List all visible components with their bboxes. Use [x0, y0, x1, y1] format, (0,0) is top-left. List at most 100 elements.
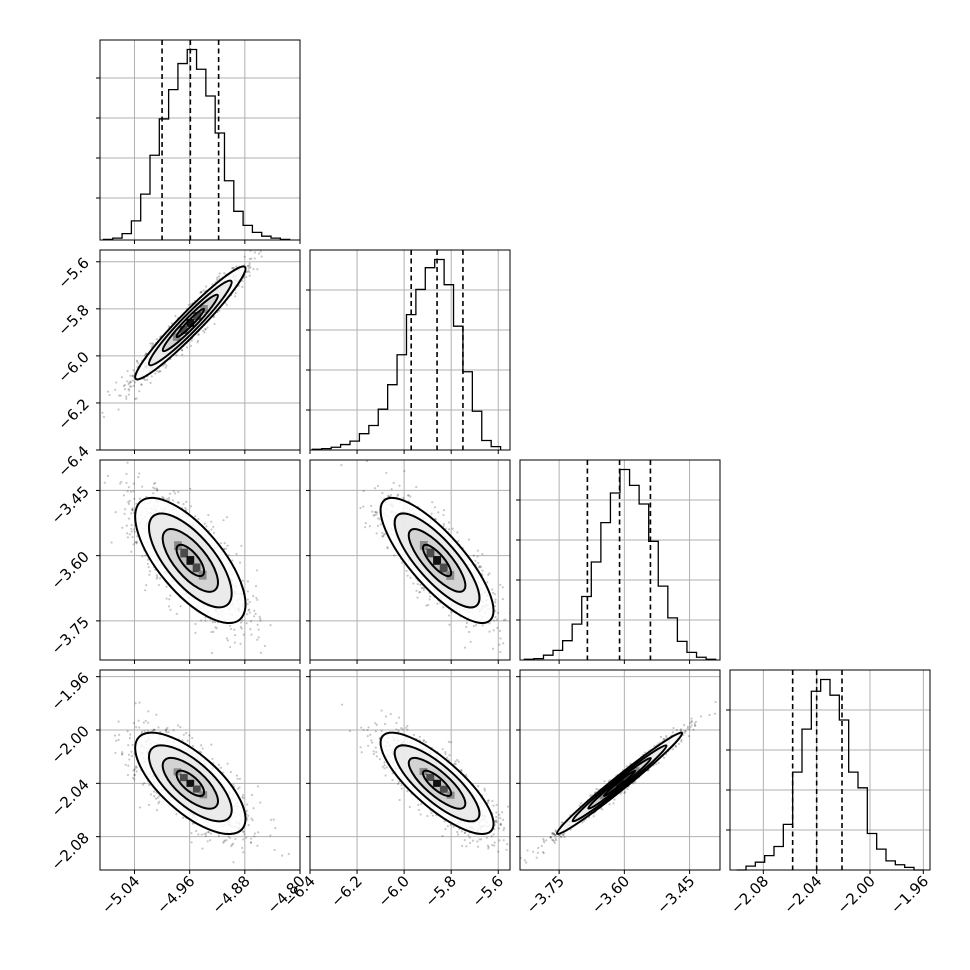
scatter-point: [476, 555, 479, 558]
scatter-point: [161, 495, 164, 498]
scatter-point: [249, 841, 253, 844]
scatter-point: [416, 582, 419, 586]
scatter-point: [375, 750, 378, 754]
scatter-point: [693, 722, 696, 725]
scatter-point: [386, 547, 389, 550]
scatter-point: [161, 496, 165, 500]
scatter-point: [242, 830, 245, 833]
scatter-point: [155, 487, 158, 490]
histogram-3: [736, 678, 924, 871]
scatter-point: [235, 552, 238, 556]
scatter-point: [360, 751, 363, 754]
density-cell: [186, 318, 195, 327]
scatter-point: [182, 733, 186, 736]
scatter-point: [367, 744, 370, 747]
scatter-point: [138, 701, 141, 704]
scatter-point: [418, 735, 421, 738]
scatter-point: [242, 633, 245, 636]
scatter-point: [254, 585, 258, 588]
scatter-point: [436, 602, 439, 605]
scatter-point: [367, 726, 370, 729]
scatter-point: [126, 730, 129, 733]
contour-line: [379, 496, 495, 625]
scatter-point: [165, 597, 168, 600]
joint-frame: [99, 459, 301, 661]
scatter-point: [549, 836, 552, 839]
scatter-point: [241, 279, 244, 283]
density-cell: [433, 779, 442, 787]
scatter-point: [232, 783, 235, 786]
scatter-point: [420, 802, 423, 806]
scatter-point: [471, 839, 475, 842]
scatter-point: [144, 378, 147, 382]
scatter-point: [245, 275, 248, 279]
scatter-point: [151, 344, 154, 347]
scatter-point: [126, 536, 130, 539]
scatter-point: [234, 634, 237, 637]
joint-frame: [99, 669, 301, 871]
scatter-point: [130, 530, 133, 533]
scatter-point: [252, 595, 255, 598]
scatter-point: [491, 843, 494, 847]
scatter-point: [502, 618, 506, 622]
scatter-point: [125, 472, 128, 476]
scatter-point: [130, 385, 133, 388]
scatter-point: [156, 488, 159, 491]
scatter-point: [375, 723, 378, 726]
scatter-point: [217, 275, 220, 278]
scatter-point: [180, 349, 183, 352]
scatter-point: [460, 830, 463, 833]
contour-line: [134, 496, 247, 625]
scatter-point: [225, 303, 228, 307]
contour-line: [379, 731, 495, 835]
scatter-point: [152, 482, 156, 485]
scatter-point: [127, 744, 130, 747]
scatter-point: [208, 831, 211, 834]
scatter-point: [493, 844, 496, 847]
scatter-point: [133, 773, 136, 776]
scatter-point: [400, 784, 403, 787]
scatter-point: [130, 524, 133, 527]
scatter-point: [255, 569, 259, 572]
joint-panel-2-1: [309, 459, 518, 661]
scatter-point: [200, 290, 203, 293]
scatter-point: [227, 835, 230, 838]
scatter-point: [408, 805, 411, 809]
scatter-point: [499, 817, 502, 820]
scatter-point: [253, 835, 256, 838]
scatter-point: [165, 727, 168, 731]
scatter-point: [131, 508, 134, 511]
scatter-point: [680, 738, 683, 742]
scatter-point: [516, 608, 518, 610]
scatter-point: [625, 765, 628, 768]
scatter-point: [383, 764, 386, 767]
scatter-point: [444, 752, 447, 756]
scatter-point: [130, 527, 133, 531]
scatter-point: [115, 739, 118, 742]
scatter-point: [417, 803, 420, 806]
scatter-point: [241, 285, 244, 289]
scatter-point: [592, 815, 595, 818]
scatter-point: [543, 841, 546, 844]
scatter-point: [117, 720, 120, 723]
scatter-point: [431, 814, 434, 817]
scatter-point: [213, 620, 217, 624]
scatter-point: [143, 354, 147, 357]
scatter-point: [671, 748, 674, 751]
scatter-point: [477, 566, 480, 569]
scatter-point: [157, 370, 160, 374]
scatter-point: [441, 834, 444, 838]
scatter-point: [225, 637, 228, 640]
scatter-point: [120, 376, 124, 379]
scatter-point: [486, 581, 489, 584]
scatter-point: [222, 519, 225, 522]
scatter-point: [120, 753, 124, 756]
scatter-point: [406, 724, 409, 728]
scatter-point: [340, 703, 344, 706]
scatter-point: [501, 818, 505, 822]
scatter-point: [191, 822, 194, 825]
scatter-point: [239, 625, 243, 629]
joint-content: [520, 670, 720, 870]
scatter-point: [185, 500, 188, 503]
scatter-point: [128, 499, 131, 502]
